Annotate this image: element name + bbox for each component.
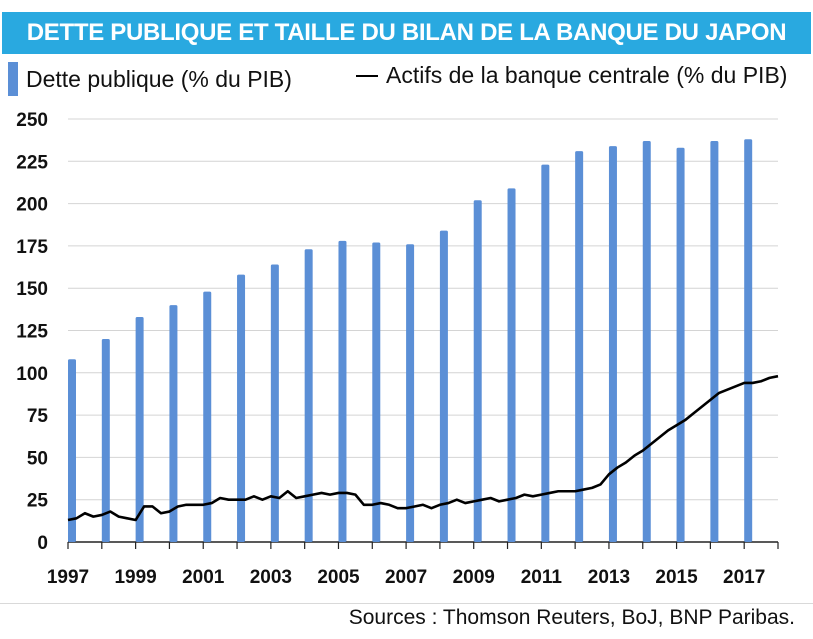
footer-divider xyxy=(0,603,813,604)
legend-item-assets: Actifs de la banque centrale (% du PIB) xyxy=(356,62,787,89)
bar xyxy=(338,240,347,542)
x-tick-label: 2013 xyxy=(588,567,630,588)
bar xyxy=(676,147,685,542)
bar xyxy=(101,338,110,542)
x-tick-label: 1997 xyxy=(47,567,89,588)
bar xyxy=(135,316,144,542)
legend-line-swatch xyxy=(356,74,378,77)
y-tick-label: 225 xyxy=(16,152,48,173)
chart-legend: Dette publique (% du PIB) Actifs de la b… xyxy=(0,58,813,98)
y-tick-label: 250 xyxy=(16,110,48,131)
line-series xyxy=(67,374,779,522)
bar xyxy=(507,188,516,542)
y-tick-label: 75 xyxy=(27,406,49,427)
bar xyxy=(406,244,415,542)
bar xyxy=(473,200,482,542)
source-note: Sources : Thomson Reuters, BoJ, BNP Pari… xyxy=(348,606,795,629)
x-tick-label: 2015 xyxy=(655,567,698,588)
bar xyxy=(169,305,178,542)
x-tick-label: 2003 xyxy=(250,567,292,588)
bar xyxy=(642,140,651,542)
bar xyxy=(439,230,448,542)
y-tick-label: 100 xyxy=(16,364,48,385)
y-tick-label: 125 xyxy=(16,322,48,343)
y-tick-label: 200 xyxy=(16,195,48,216)
bar xyxy=(608,146,617,542)
legend-label-assets: Actifs de la banque centrale (% du PIB) xyxy=(386,62,788,88)
legend-label-debt: Dette publique (% du PIB) xyxy=(26,65,292,92)
bar xyxy=(304,249,313,542)
legend-bar-swatch xyxy=(8,62,18,96)
bar xyxy=(68,359,76,542)
bar xyxy=(575,151,584,542)
x-tick-label: 2005 xyxy=(317,567,360,588)
x-tick-label: 2007 xyxy=(385,567,427,588)
bar xyxy=(710,140,719,542)
bar xyxy=(237,274,246,542)
chart-title-band: DETTE PUBLIQUE ET TAILLE DU BILAN DE LA … xyxy=(2,12,811,54)
x-tick-label: 1999 xyxy=(114,567,156,588)
x-tick-label: 2001 xyxy=(182,567,225,588)
y-tick-label: 25 xyxy=(27,491,49,512)
bar xyxy=(541,164,550,542)
legend-item-debt: Dette publique (% du PIB) xyxy=(8,62,292,96)
chart-title: DETTE PUBLIQUE ET TAILLE DU BILAN DE LA … xyxy=(26,19,787,46)
y-tick-label: 175 xyxy=(16,237,48,258)
chart-plot: 0 25 50 75 100 125 150 175 200 225 250 1997 1999 2001… xyxy=(16,110,779,588)
x-tick-label: 2009 xyxy=(453,567,495,588)
y-tick-label: 0 xyxy=(37,533,48,554)
y-tick-label: 150 xyxy=(16,279,48,300)
bar xyxy=(744,139,753,542)
bar xyxy=(270,264,279,542)
x-tick-label: 2011 xyxy=(521,567,563,588)
x-tick-label: 2017 xyxy=(723,567,765,588)
y-tick-label: 50 xyxy=(27,448,48,469)
bar xyxy=(203,291,212,542)
bar xyxy=(372,242,381,543)
